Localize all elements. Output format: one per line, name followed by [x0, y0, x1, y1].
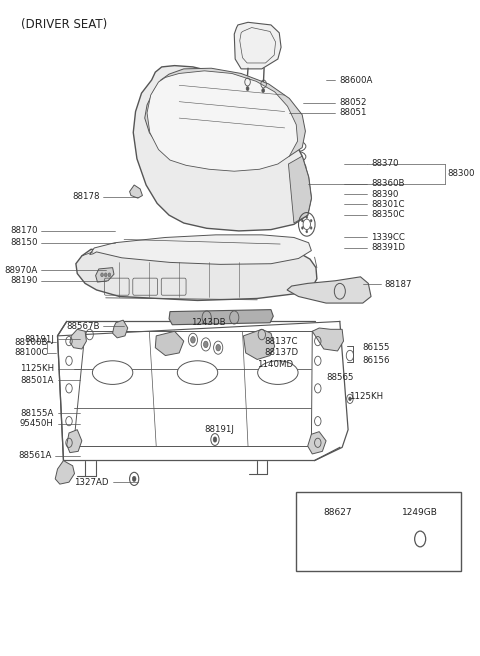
Text: 88567B: 88567B	[66, 321, 100, 331]
Text: 88301C: 88301C	[371, 199, 405, 209]
Circle shape	[216, 344, 220, 351]
Polygon shape	[288, 156, 312, 223]
FancyBboxPatch shape	[296, 492, 461, 571]
Text: 88360B: 88360B	[371, 179, 405, 188]
Circle shape	[132, 476, 136, 482]
Polygon shape	[113, 320, 128, 338]
Circle shape	[191, 337, 195, 343]
Polygon shape	[70, 329, 86, 349]
Circle shape	[301, 226, 303, 229]
Polygon shape	[76, 245, 317, 300]
Circle shape	[104, 273, 107, 277]
Polygon shape	[90, 235, 312, 264]
Text: 88052: 88052	[339, 98, 366, 108]
Text: 86155: 86155	[363, 343, 390, 352]
Polygon shape	[67, 430, 82, 453]
Text: 88178: 88178	[72, 192, 100, 201]
Text: 88170: 88170	[10, 226, 38, 236]
Text: 1249GB: 1249GB	[402, 508, 438, 517]
Ellipse shape	[93, 361, 133, 384]
Circle shape	[262, 89, 264, 92]
Polygon shape	[156, 331, 184, 356]
Text: 88187: 88187	[385, 279, 412, 289]
Text: 88100C: 88100C	[15, 348, 48, 358]
Polygon shape	[308, 432, 326, 454]
Text: 88370: 88370	[371, 159, 398, 169]
Polygon shape	[147, 71, 298, 171]
Text: 88137D: 88137D	[264, 348, 298, 357]
Circle shape	[301, 219, 303, 222]
Polygon shape	[312, 328, 344, 351]
Text: 88155A: 88155A	[21, 409, 54, 418]
Circle shape	[101, 273, 103, 277]
Text: 88501A: 88501A	[21, 376, 54, 385]
Text: 1243DB: 1243DB	[191, 318, 225, 327]
Circle shape	[348, 397, 351, 401]
Polygon shape	[130, 185, 143, 198]
Circle shape	[108, 273, 111, 277]
Polygon shape	[287, 277, 371, 303]
Circle shape	[213, 437, 217, 442]
Text: 88390: 88390	[371, 190, 398, 199]
Text: 1327AD: 1327AD	[74, 478, 109, 487]
Text: 88100B: 88100B	[15, 338, 48, 347]
Text: 88300: 88300	[448, 169, 475, 178]
Ellipse shape	[177, 361, 218, 384]
Circle shape	[310, 219, 312, 222]
Text: 88150: 88150	[10, 238, 38, 247]
Text: 95450H: 95450H	[20, 419, 54, 428]
Polygon shape	[133, 66, 312, 231]
Circle shape	[310, 226, 312, 229]
Text: 88137C: 88137C	[264, 337, 298, 346]
Text: 88191J: 88191J	[204, 425, 234, 434]
Ellipse shape	[258, 361, 298, 384]
Polygon shape	[96, 268, 114, 282]
Polygon shape	[145, 68, 305, 165]
Text: 88350C: 88350C	[371, 210, 405, 219]
Text: 1339CC: 1339CC	[371, 233, 405, 242]
Circle shape	[246, 87, 249, 91]
Text: 88191J: 88191J	[24, 335, 54, 344]
Text: 1140MD: 1140MD	[257, 360, 293, 369]
Text: 88600A: 88600A	[339, 75, 372, 85]
Circle shape	[306, 230, 308, 233]
Polygon shape	[55, 461, 74, 484]
Text: 88561A: 88561A	[18, 451, 51, 461]
Text: (DRIVER SEAT): (DRIVER SEAT)	[21, 18, 107, 31]
Text: 88627: 88627	[323, 508, 352, 517]
Circle shape	[204, 341, 208, 348]
Text: 88051: 88051	[339, 108, 366, 117]
Polygon shape	[243, 329, 275, 359]
Text: 1125KH: 1125KH	[20, 364, 54, 373]
Polygon shape	[234, 22, 281, 69]
Text: 86156: 86156	[363, 356, 390, 365]
Circle shape	[306, 216, 308, 218]
Text: 88391D: 88391D	[371, 243, 405, 253]
Text: 1125KH: 1125KH	[349, 392, 383, 401]
Text: 88190: 88190	[11, 276, 38, 285]
Text: 88970A: 88970A	[4, 266, 38, 275]
Polygon shape	[169, 310, 273, 325]
Text: 88565: 88565	[326, 373, 354, 382]
